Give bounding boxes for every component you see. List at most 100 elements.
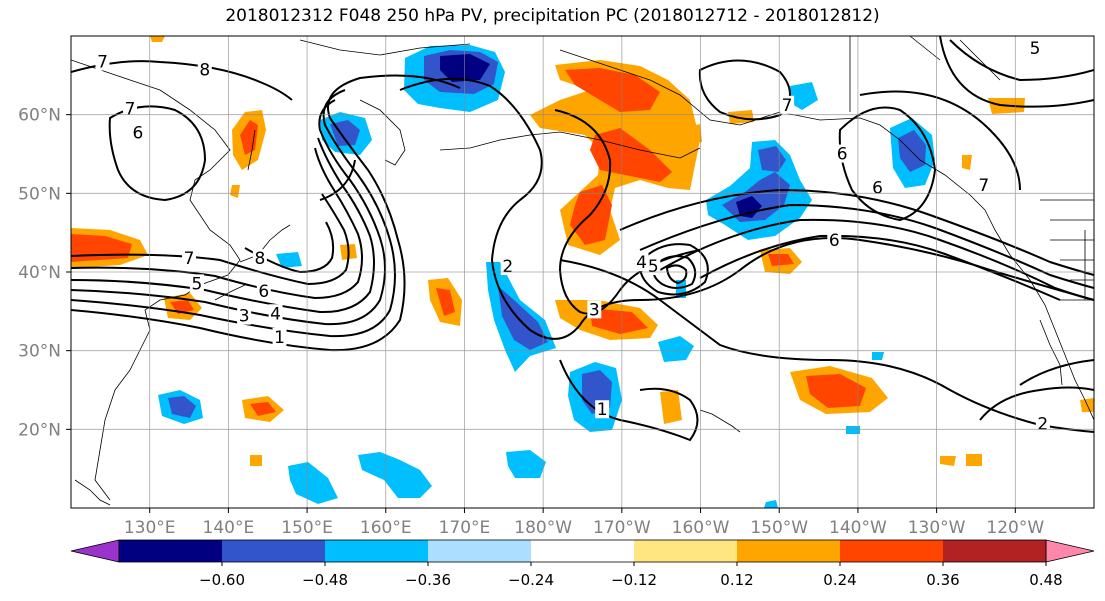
contour-label: 4 bbox=[636, 253, 647, 273]
baja-coast bbox=[1039, 319, 1063, 386]
pv-contour-3 bbox=[71, 89, 396, 338]
pv-contour-low-center bbox=[108, 105, 207, 202]
pv-contour-4 bbox=[71, 99, 386, 326]
contour-label: 7 bbox=[782, 96, 793, 116]
colorbar-label: 0.24 bbox=[823, 571, 856, 589]
negative-patch bbox=[898, 130, 926, 172]
lat-tick-label: 50°N bbox=[18, 184, 61, 204]
us-state-borders bbox=[1050, 219, 1094, 301]
pv-contour-pacific-1 bbox=[559, 359, 699, 442]
colorbar-outline bbox=[118, 539, 1047, 563]
positive-patch bbox=[150, 36, 165, 42]
pv-contour-north-5 bbox=[949, 39, 1094, 82]
lon-tick-label: 160°W bbox=[672, 518, 730, 538]
colorbar-label: −0.60 bbox=[199, 571, 245, 589]
colorbar-segment bbox=[943, 540, 1047, 562]
positive-patch bbox=[565, 68, 660, 112]
contour-label-bg bbox=[780, 95, 795, 114]
negative-patch bbox=[358, 452, 432, 498]
contour-label-bg bbox=[256, 282, 271, 301]
contour-label-bg bbox=[1027, 39, 1042, 58]
pv-contour-sw-4 bbox=[319, 159, 356, 201]
lon-tick-label: 140°W bbox=[829, 518, 887, 538]
contour-label-bg bbox=[595, 400, 610, 419]
contour-label: 4 bbox=[270, 304, 281, 324]
positive-patch bbox=[250, 455, 262, 466]
lat-tick-label: 20°N bbox=[18, 420, 61, 440]
contour-label: 6 bbox=[872, 178, 883, 198]
colorbar-label: 0.36 bbox=[926, 571, 959, 589]
contour-label: 7 bbox=[125, 100, 136, 120]
pv-contour-loop-6 bbox=[665, 264, 688, 285]
siberia-coast bbox=[299, 39, 471, 56]
contour-label: 2 bbox=[502, 257, 513, 277]
negative-patch bbox=[440, 54, 490, 82]
alaska-coast bbox=[559, 49, 986, 211]
contour-label: 5 bbox=[648, 257, 659, 277]
kamchatka-coast bbox=[359, 99, 406, 166]
lon-tick-label: 120°W bbox=[986, 518, 1044, 538]
contour-label-bg bbox=[976, 176, 991, 195]
contour-label: 2 bbox=[1037, 414, 1048, 434]
lat-tick-label: 60°N bbox=[18, 106, 61, 126]
positive-patch bbox=[940, 456, 956, 466]
colorbar-label: −0.36 bbox=[405, 571, 451, 589]
contour-label-bg bbox=[835, 144, 850, 163]
contour-label-bg bbox=[500, 257, 515, 276]
lon-tick-label: 170°E bbox=[439, 518, 491, 538]
contour-label-bg bbox=[237, 306, 252, 325]
negative-patch bbox=[330, 120, 360, 146]
positive-patch bbox=[230, 185, 240, 198]
lat-tick-label: 40°N bbox=[18, 263, 61, 283]
lon-tick-label: 150°W bbox=[750, 518, 808, 538]
negative-patch bbox=[276, 252, 302, 268]
pv-contour-8 bbox=[244, 221, 335, 274]
latitude-tick-labels: 20°N 30°N 40°N 50°N 60°N bbox=[18, 106, 71, 440]
contour-label: 6 bbox=[132, 123, 143, 143]
contour-label-bg bbox=[123, 99, 138, 118]
contour-label-bg bbox=[182, 249, 197, 268]
lon-tick-label: 130°E bbox=[124, 518, 176, 538]
contour-label: 6 bbox=[829, 231, 840, 251]
positive-patch bbox=[684, 124, 702, 144]
contour-label: 7 bbox=[978, 176, 989, 196]
map-gridlines bbox=[71, 36, 1094, 508]
political-borders bbox=[849, 35, 1094, 301]
positive-patch bbox=[962, 155, 972, 170]
negative-patch bbox=[658, 336, 694, 362]
contour-label-bg bbox=[197, 60, 212, 79]
positive-patch bbox=[240, 120, 258, 155]
contour-label: 7 bbox=[184, 249, 195, 269]
contour-label: 3 bbox=[239, 307, 250, 327]
pv-contour-north-6 bbox=[939, 36, 1094, 108]
contour-label: 3 bbox=[589, 300, 600, 320]
pv-contour-ridge-3 bbox=[554, 109, 701, 315]
pv-contour-alaska-low bbox=[698, 59, 791, 121]
contour-label: 5 bbox=[191, 274, 202, 294]
contour-label: 8 bbox=[254, 249, 265, 269]
pv-contour-gulf-low bbox=[838, 106, 937, 222]
negative-patch bbox=[506, 450, 546, 478]
positive-patch bbox=[590, 308, 648, 334]
colorbar-segment bbox=[531, 540, 635, 562]
pv-contour-ridge-2 bbox=[399, 77, 1094, 340]
lon-tick-label: 150°E bbox=[281, 518, 333, 538]
pv-contour-pacific-2 bbox=[559, 259, 1094, 433]
map-title: 2018012312 F048 250 hPa PV, precipitatio… bbox=[225, 6, 880, 26]
pv-contours bbox=[71, 36, 1094, 442]
colorbar-label: 0.12 bbox=[720, 571, 753, 589]
contour-label-bg bbox=[870, 178, 885, 197]
colorbar-segment bbox=[840, 540, 944, 562]
negative-patch bbox=[790, 82, 818, 110]
lon-tick-label: 170°W bbox=[593, 518, 651, 538]
province-borders bbox=[909, 35, 1001, 81]
contour-label-bg bbox=[130, 123, 145, 142]
contour-label: 6 bbox=[837, 145, 848, 165]
contour-label-bg bbox=[95, 52, 110, 71]
pv-contour-6 bbox=[71, 147, 363, 300]
contour-label-bg bbox=[272, 327, 287, 346]
positive-patch bbox=[966, 454, 982, 466]
lon-tick-label: 160°E bbox=[360, 518, 412, 538]
